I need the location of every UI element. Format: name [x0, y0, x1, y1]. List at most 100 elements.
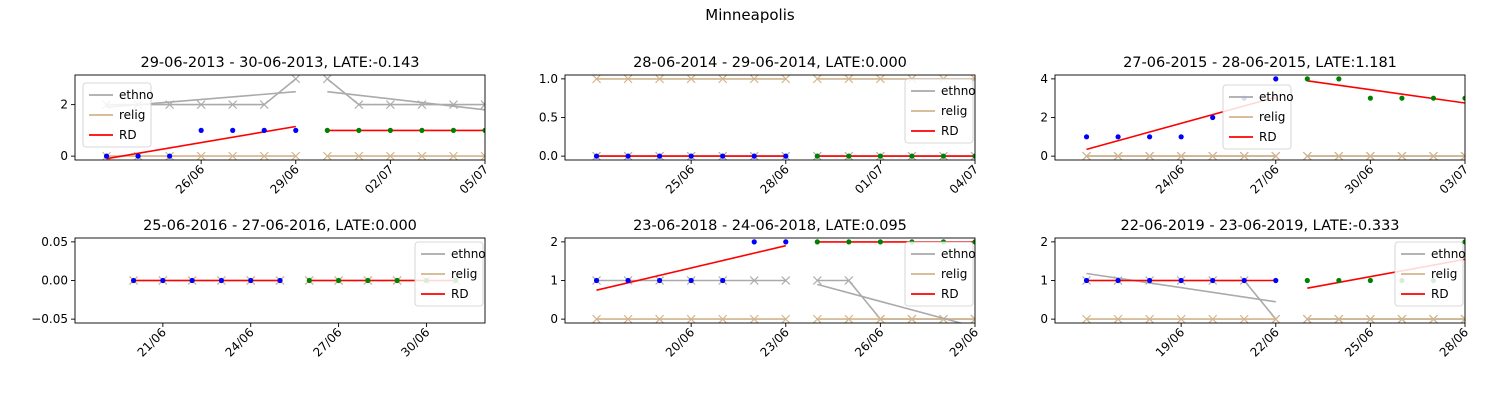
ethno-line [326, 78, 485, 106]
legend-label-rd: RD [451, 287, 469, 301]
plot-area [102, 75, 485, 160]
relig-marker [1397, 151, 1407, 160]
pre-event-point [261, 127, 267, 133]
figure-suptitle: Minneapolis [705, 6, 795, 24]
plot-area [129, 276, 461, 285]
relig-marker [228, 151, 238, 160]
y-tick-label: 1 [550, 274, 558, 288]
y-tick-label: 0.5 [539, 111, 558, 125]
legend-label-rd: RD [941, 124, 959, 138]
pre-event-point [720, 277, 726, 284]
chart-panel-3: 27-06-2015 - 28-06-2015, LATE:1.181 0 2 4 24… [1040, 55, 1471, 197]
legend: ethno relig RD [414, 241, 486, 307]
relig-marker [781, 75, 791, 84]
x-tick-label: 04/07 [947, 162, 981, 196]
pre-event-point [248, 277, 254, 284]
pre-event-point [189, 277, 195, 284]
relig-marker [718, 75, 728, 84]
relig-marker [1113, 151, 1123, 160]
relig-marker [718, 314, 728, 323]
post-event-point [972, 153, 975, 159]
x-tick-label: 27/06 [1248, 162, 1282, 196]
relig-marker [844, 75, 854, 84]
post-event-point [1336, 76, 1342, 82]
relig-marker [623, 75, 633, 84]
post-event-point [814, 239, 820, 245]
post-event-point [356, 127, 362, 133]
x-tick-label: 02/07 [362, 162, 396, 196]
relig-marker [875, 75, 885, 84]
relig-marker [1082, 314, 1091, 323]
legend-label-rd: RD [1431, 287, 1449, 301]
x-tick-label: 20/06 [663, 325, 697, 359]
legend-box [82, 82, 152, 148]
pre-event-point [688, 277, 694, 284]
x-tick-label: 23/06 [758, 325, 792, 359]
x-tick-label: 26/06 [173, 162, 207, 196]
relig-marker [1334, 151, 1344, 160]
relig-marker [749, 314, 759, 323]
relig-marker [417, 151, 427, 160]
post-event-point [1304, 277, 1310, 284]
post-event-point [394, 277, 400, 284]
ethno-marker [259, 100, 269, 110]
pre-event-point [1083, 134, 1090, 140]
ethno-marker [844, 276, 854, 285]
relig-marker [1113, 314, 1123, 323]
pre-event-point [751, 239, 757, 245]
relig-marker [1460, 314, 1465, 323]
legend: ethno relig RD [1394, 241, 1466, 307]
ethno-marker [291, 75, 301, 84]
x-tick-label: 21/06 [135, 325, 169, 359]
post-event-point [1462, 95, 1465, 101]
chart-panel-5: 23-06-2018 - 24-06-2018, LATE:0.095 0 1 2 20… [550, 218, 981, 360]
relig-marker [1145, 151, 1155, 160]
pre-event-point [1210, 277, 1216, 284]
legend-label-ethno: ethno [119, 88, 154, 102]
legend-box [904, 241, 974, 307]
legend-label-relig: relig [1259, 110, 1285, 124]
legend: ethno relig RD [904, 78, 976, 144]
relig-marker [259, 151, 269, 160]
post-event-point [877, 153, 883, 159]
y-tick-label: 1 [1040, 274, 1048, 288]
pre-event-point [130, 277, 137, 284]
pre-event-point [1273, 277, 1279, 284]
chart-panel-1: 29-06-2013 - 30-06-2013, LATE:-0.143 0 2 26… [60, 55, 491, 197]
relig-marker [291, 151, 301, 160]
legend-label-ethno: ethno [451, 247, 486, 261]
ethno-marker [812, 276, 822, 285]
ethno-line [1086, 279, 1277, 320]
relig-marker [1365, 151, 1375, 160]
relig-marker [686, 75, 696, 84]
relig-marker [970, 314, 975, 323]
pre-event-point [783, 239, 789, 245]
relig-marker [1365, 314, 1375, 323]
legend-label-relig: relig [451, 267, 477, 281]
legend-box [1222, 84, 1292, 150]
x-tick-label: 24/06 [222, 325, 256, 359]
pre-event-point [198, 127, 204, 133]
post-event-point [846, 239, 852, 245]
post-event-point [450, 127, 457, 133]
x-tick-label: 19/06 [1153, 325, 1187, 359]
chart-title: 27-06-2015 - 28-06-2015, LATE:1.181 [1123, 55, 1397, 71]
post-event-point [972, 239, 975, 245]
legend-label-relig: relig [941, 267, 967, 281]
pre-event-point [135, 153, 141, 159]
pre-event-point [1147, 134, 1153, 140]
pre-event-point [230, 127, 236, 133]
relig-marker [385, 151, 395, 160]
relig-marker [592, 75, 601, 84]
x-tick-label: 25/06 [663, 162, 697, 196]
x-tick-label: 27/06 [310, 325, 344, 359]
pre-event-point [688, 153, 694, 159]
legend-box [904, 78, 974, 144]
legend-label-rd: RD [941, 287, 959, 301]
x-tick-label: 22/06 [1248, 325, 1282, 359]
ethno-marker [480, 100, 485, 110]
ethno-marker [781, 276, 791, 285]
post-event-point [1304, 76, 1310, 82]
ethno-marker [354, 100, 364, 110]
